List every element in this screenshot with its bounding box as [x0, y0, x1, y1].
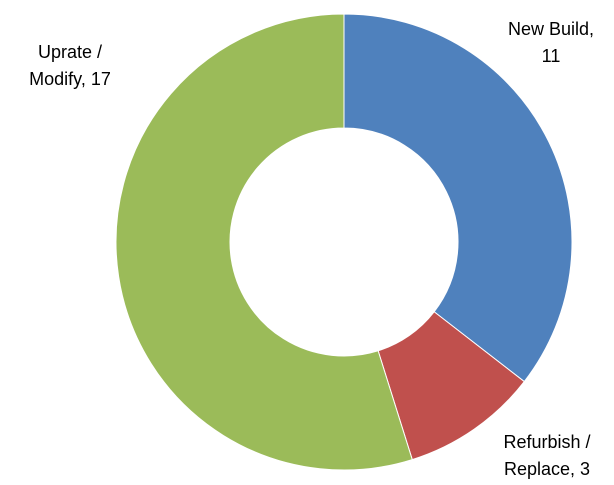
- donut-slice: [343, 13, 573, 383]
- data-label: Uprate / Modify, 17: [29, 42, 111, 89]
- donut-slice: [115, 13, 413, 471]
- data-label: Refurbish / Replace, 3: [503, 432, 591, 479]
- data-label: New Build, 11: [507, 19, 595, 66]
